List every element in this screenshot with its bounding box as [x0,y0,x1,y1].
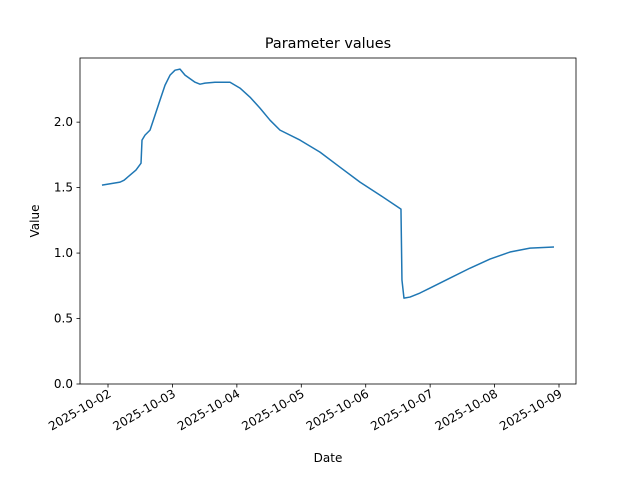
y-axis-label: Value [28,205,42,238]
chart-title: Parameter values [265,36,391,52]
y-tick-label: 0.5 [54,312,73,326]
plot-frame [79,57,577,385]
line [101,68,555,299]
y-tick-label: 1.5 [54,181,73,195]
y-tick-label: 0.0 [54,377,73,391]
y-tick-label: 2.0 [54,115,73,129]
y-tick-label: 1.0 [54,246,73,260]
x-axis-label: Date [314,451,343,465]
